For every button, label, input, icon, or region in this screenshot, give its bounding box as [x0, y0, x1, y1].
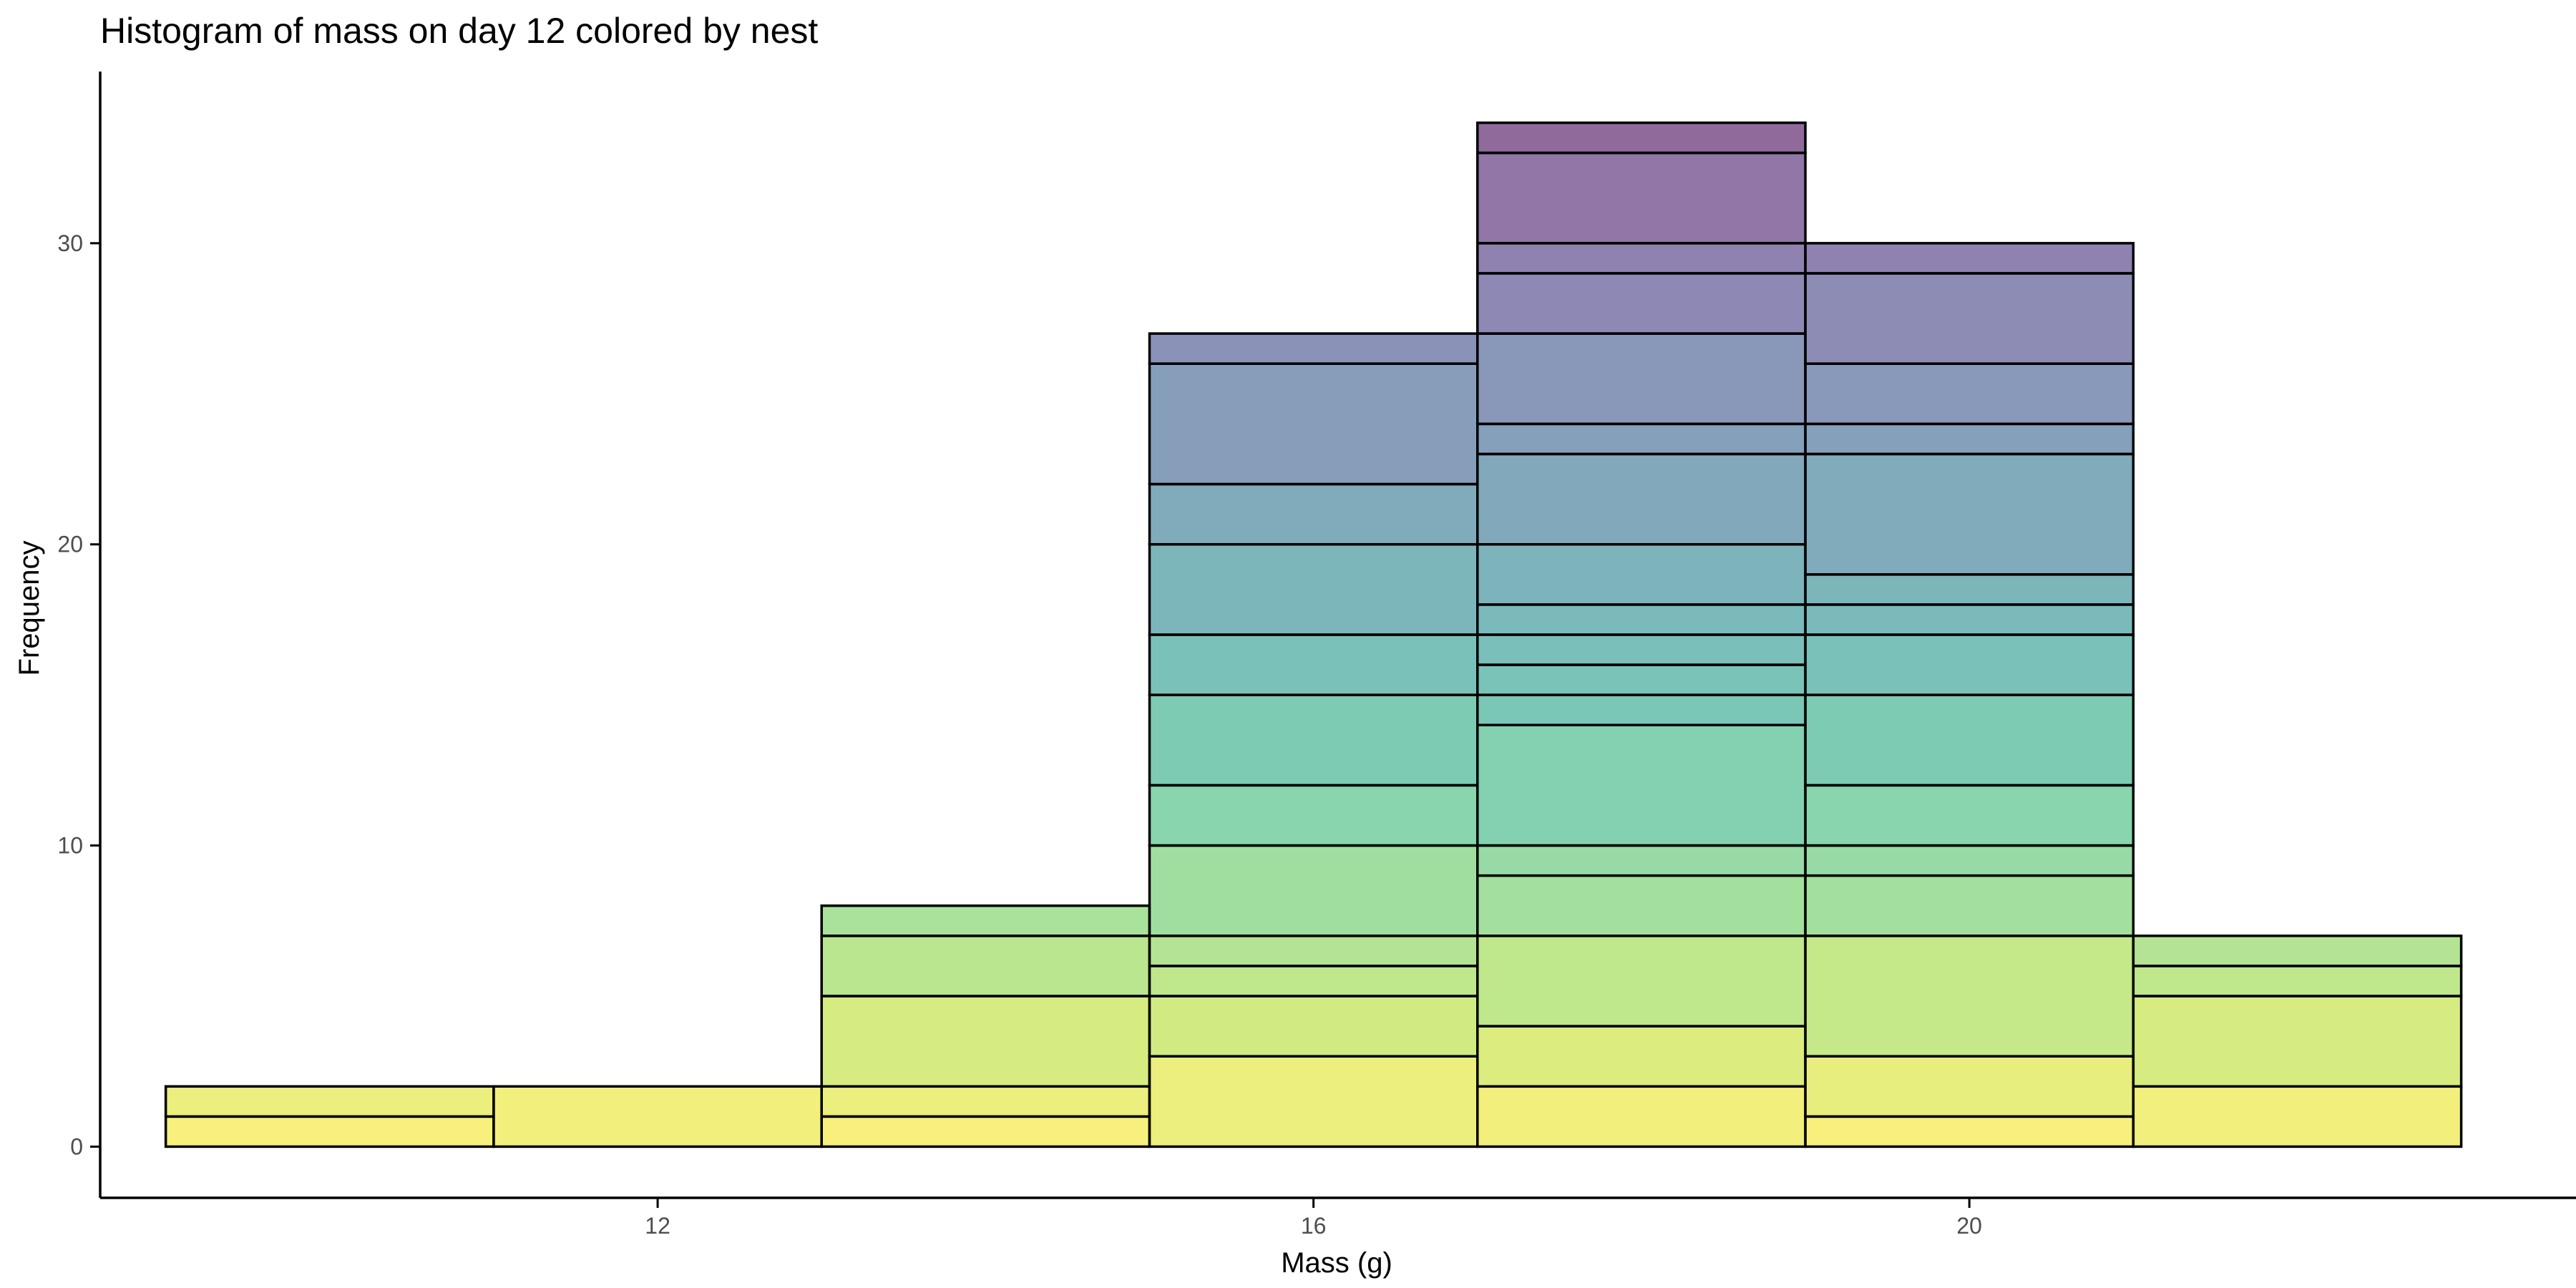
x-tick-label-12: 12 — [645, 1213, 670, 1239]
histogram-bar-segment-bin4-seg14 — [1476, 272, 1807, 335]
histogram-bar-segment-bin0-seg1 — [164, 1085, 495, 1118]
x-tick-label-16: 16 — [1301, 1213, 1327, 1239]
histogram-bar-segment-bin3-seg5 — [1148, 784, 1479, 847]
histogram-bar-segment-bin3-seg8 — [1148, 542, 1479, 636]
histogram-bar-segment-bin5-seg14 — [1804, 242, 2135, 275]
y-tick-label-10: 10 — [57, 833, 83, 859]
histogram-bar-segment-bin5-seg13 — [1804, 272, 2135, 365]
y-tick-label-30: 30 — [57, 230, 83, 256]
histogram-bar-segment-bin4-seg15 — [1476, 242, 1807, 275]
histogram-bar-segment-bin4-seg10 — [1476, 542, 1807, 606]
histogram-bar-segment-bin2-seg2 — [820, 995, 1151, 1088]
bars-layer — [164, 121, 2463, 1148]
histogram-bar-segment-bin3-seg0 — [1148, 1055, 1479, 1148]
histogram-bar-segment-bin5-seg5 — [1804, 784, 2135, 847]
histogram-bar-segment-bin5-seg3 — [1804, 874, 2135, 937]
histogram-bar-segment-bin5-seg10 — [1804, 452, 2135, 576]
histogram-bar-segment-bin4-seg5 — [1476, 723, 1807, 847]
histogram-bar-segment-bin2-seg0 — [820, 1115, 1151, 1148]
histogram-bar-segment-bin3-seg4 — [1148, 844, 1479, 937]
y-axis-title: Frequency — [14, 541, 45, 676]
histogram-bar-segment-bin2-seg3 — [820, 935, 1151, 997]
y-tick-label-20: 20 — [57, 532, 83, 557]
histogram-bar-segment-bin2-seg1 — [820, 1085, 1151, 1118]
histogram-bar-segment-bin5-seg1 — [1804, 1055, 2135, 1118]
x-tick-label-20: 20 — [1956, 1213, 1982, 1239]
histogram-bar-segment-bin4-seg1 — [1476, 1025, 1807, 1088]
histogram-bar-segment-bin0-seg0 — [164, 1115, 495, 1148]
histogram-bar-segment-bin6-seg0 — [2132, 1085, 2463, 1148]
histogram-bar-segment-bin5-seg6 — [1804, 693, 2135, 787]
histogram-bar-segment-bin6-seg1 — [2132, 995, 2463, 1088]
histogram-bar-segment-bin4-seg11 — [1476, 452, 1807, 546]
histogram-bar-segment-bin3-seg11 — [1148, 332, 1479, 365]
histogram-bar-segment-bin5-seg11 — [1804, 422, 2135, 456]
histogram-bar-segment-bin5-seg9 — [1804, 573, 2135, 606]
histogram-bar-segment-bin1-seg0 — [492, 1085, 823, 1148]
histogram-bar-segment-bin3-seg3 — [1148, 935, 1479, 967]
histogram-bar-segment-bin4-seg0 — [1476, 1085, 1807, 1148]
histogram-bar-segment-bin5-seg12 — [1804, 362, 2135, 426]
histogram-bar-segment-bin3-seg9 — [1148, 482, 1479, 546]
histogram-bar-segment-bin5-seg2 — [1804, 935, 2135, 1058]
histogram-bar-segment-bin5-seg7 — [1804, 633, 2135, 696]
y-tick-label-0: 0 — [70, 1133, 83, 1159]
histogram-bar-segment-bin4-seg7 — [1476, 663, 1807, 696]
histogram-bar-segment-bin4-seg16 — [1476, 151, 1807, 245]
histogram-bar-segment-bin5-seg0 — [1804, 1115, 2135, 1148]
histogram-bar-segment-bin4-seg2 — [1476, 935, 1807, 1028]
histogram-bar-segment-bin4-seg4 — [1476, 844, 1807, 877]
histogram-bar-segment-bin3-seg2 — [1148, 965, 1479, 997]
histogram-bar-segment-bin4-seg9 — [1476, 603, 1807, 636]
histogram-bar-segment-bin4-seg6 — [1476, 693, 1807, 727]
histogram-bar-segment-bin2-seg4 — [820, 904, 1151, 937]
axes-layer: 12 16 20 0 10 20 30 — [57, 72, 2576, 1239]
histogram-bar-segment-bin4-seg3 — [1476, 874, 1807, 937]
histogram-bar-segment-bin6-seg2 — [2132, 965, 2463, 997]
histogram-bar-segment-bin3-seg6 — [1148, 693, 1479, 787]
histogram-bar-segment-bin4-seg12 — [1476, 422, 1807, 456]
histogram-bar-segment-bin4-seg17 — [1476, 121, 1807, 155]
histogram-bar-segment-bin3-seg1 — [1148, 995, 1479, 1058]
histogram-bar-segment-bin5-seg4 — [1804, 844, 2135, 877]
histogram-bar-segment-bin4-seg8 — [1476, 633, 1807, 666]
x-axis-title: Mass (g) — [1281, 1247, 1392, 1279]
histogram-bar-segment-bin3-seg7 — [1148, 633, 1479, 696]
chart-title: Histogram of mass on day 12 colored by n… — [100, 11, 819, 51]
histogram-bar-segment-bin4-seg13 — [1476, 332, 1807, 426]
histogram-bar-segment-bin5-seg8 — [1804, 603, 2135, 636]
histogram-bar-segment-bin6-seg3 — [2132, 935, 2463, 967]
histogram-bar-segment-bin3-seg10 — [1148, 362, 1479, 486]
